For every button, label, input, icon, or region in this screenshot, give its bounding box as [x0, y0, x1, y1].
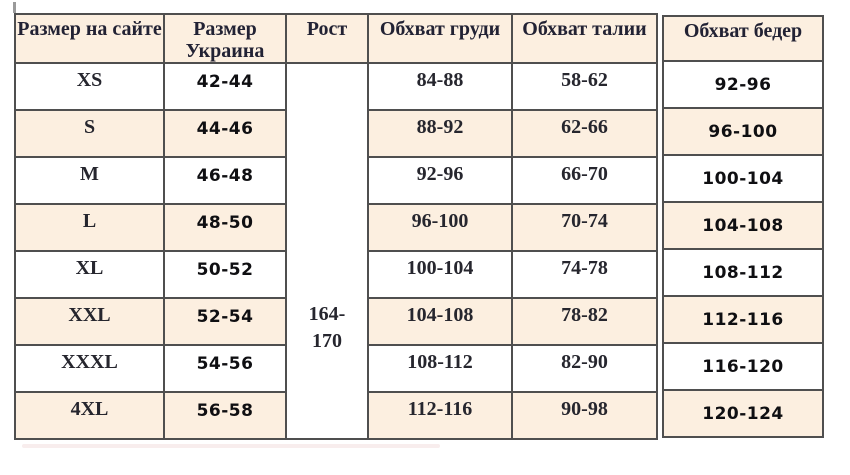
- table-row: 96-100: [662, 107, 824, 156]
- size-site-cell: XXL: [14, 297, 165, 346]
- waist-cell: 74-78: [511, 250, 658, 299]
- size-ukraine-cell: 48-50: [163, 203, 287, 252]
- size-ukraine-cell: 46-48: [163, 156, 287, 205]
- chest-cell: 108-112: [367, 344, 513, 393]
- chest-cell: 100-104: [367, 250, 513, 299]
- hips-cell: 92-96: [662, 60, 824, 109]
- size-site-cell: XL: [14, 250, 165, 299]
- chest-cell: 96-100: [367, 203, 513, 252]
- table-row: 4XL 56-58 112-116 90-98: [14, 391, 658, 440]
- table-row: L 48-50 96-100 70-74: [14, 203, 658, 252]
- size-ukraine-cell: 52-54: [163, 297, 287, 346]
- scan-smudge-artifact: [22, 444, 440, 448]
- waist-cell: 62-66: [511, 109, 658, 158]
- size-ukraine-cell: 44-46: [163, 109, 287, 158]
- size-site-cell: M: [14, 156, 165, 205]
- header-waist: Обхват талии: [511, 13, 658, 64]
- table-row: 100-104: [662, 154, 824, 203]
- table-row: 116-120: [662, 342, 824, 391]
- table-row: 92-96: [662, 60, 824, 109]
- hips-cell: 116-120: [662, 342, 824, 391]
- size-ukraine-cell: 50-52: [163, 250, 287, 299]
- hips-cell: 112-116: [662, 295, 824, 344]
- hips-cell: 100-104: [662, 154, 824, 203]
- header-row: Обхват бедер: [662, 15, 824, 62]
- header-hips: Обхват бедер: [662, 15, 824, 62]
- size-site-cell: 4XL: [14, 391, 165, 440]
- table-row: XXL 52-54 104-108 78-82: [14, 297, 658, 346]
- header-row: Размер на сайте Размер Украина Рост Обхв…: [14, 13, 658, 64]
- main-table-body: XS 42-44 164- 170 84-88 58-62 S 44-46 88-92 62-66…: [14, 62, 658, 440]
- size-ukraine-cell: 42-44: [163, 62, 287, 111]
- waist-cell: 58-62: [511, 62, 658, 111]
- size-chart-main-table: Размер на сайте Размер Украина Рост Обхв…: [14, 13, 658, 440]
- chest-cell: 112-116: [367, 391, 513, 440]
- table-row: XXXL 54-56 108-112 82-90: [14, 344, 658, 393]
- table-row: 112-116: [662, 295, 824, 344]
- table-row: XS 42-44 164- 170 84-88 58-62: [14, 62, 658, 440]
- height-merged-cell: 164- 170: [285, 62, 369, 440]
- chest-cell: 104-108: [367, 297, 513, 346]
- size-site-cell: XXXL: [14, 344, 165, 393]
- height-value-line: 170: [312, 330, 342, 352]
- chest-cell: 84-88: [367, 62, 513, 111]
- table-row: 108-112: [662, 248, 824, 297]
- waist-cell: 82-90: [511, 344, 658, 393]
- size-site-cell: XS: [14, 62, 165, 111]
- header-height: Рост: [285, 13, 369, 64]
- waist-cell: 90-98: [511, 391, 658, 440]
- hips-cell: 96-100: [662, 107, 824, 156]
- header-size-ukraine: Размер Украина: [163, 13, 287, 64]
- size-site-cell: L: [14, 203, 165, 252]
- table-row: M 46-48 92-96 66-70: [14, 156, 658, 205]
- height-value-line: 164-: [308, 303, 346, 325]
- hips-cell: 104-108: [662, 201, 824, 250]
- table-row: 120-124: [662, 389, 824, 438]
- crop-tick-artifact: [13, 2, 16, 13]
- size-chart-hips-table: Обхват бедер 92-96 96-100 100-104 104-108 10…: [662, 15, 824, 438]
- waist-cell: 66-70: [511, 156, 658, 205]
- table-row: S 44-46 88-92 62-66: [14, 109, 658, 158]
- size-site-cell: S: [14, 109, 165, 158]
- header-size-site: Размер на сайте: [14, 13, 165, 64]
- chest-cell: 92-96: [367, 156, 513, 205]
- header-chest: Обхват груди: [367, 13, 513, 64]
- hips-cell: 108-112: [662, 248, 824, 297]
- table-row: 104-108: [662, 201, 824, 250]
- hips-table-body: 92-96 96-100 100-104 104-108 108-112 112-116 1…: [662, 60, 824, 438]
- hips-cell: 120-124: [662, 389, 824, 438]
- waist-cell: 78-82: [511, 297, 658, 346]
- waist-cell: 70-74: [511, 203, 658, 252]
- chest-cell: 88-92: [367, 109, 513, 158]
- table-row: XL 50-52 100-104 74-78: [14, 250, 658, 299]
- size-ukraine-cell: 56-58: [163, 391, 287, 440]
- height-value: 164- 170: [288, 301, 366, 355]
- size-ukraine-cell: 54-56: [163, 344, 287, 393]
